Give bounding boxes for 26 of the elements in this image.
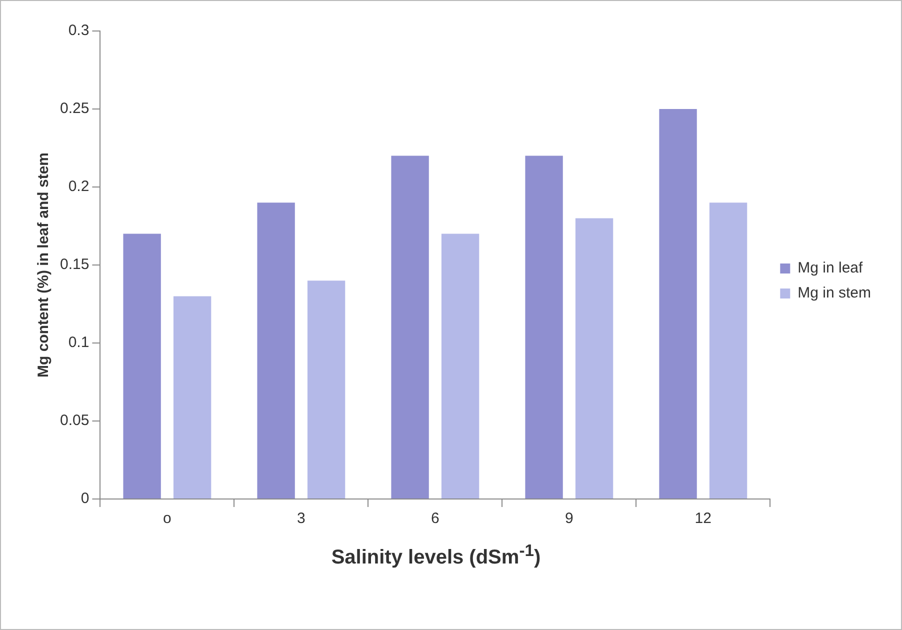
bar (709, 202, 748, 498)
x-tick-label: o (163, 510, 172, 528)
x-tick-label: 6 (431, 510, 440, 528)
legend-label: Mg in stem (798, 284, 872, 302)
bar (525, 156, 563, 498)
bar (441, 234, 480, 498)
x-axis-title: Salinity levels (dSm$^{-1}$) (330, 541, 542, 570)
bar (123, 234, 161, 498)
bar (307, 280, 346, 498)
bar (257, 202, 295, 498)
y-tick-label: 0.25 (60, 100, 90, 118)
bar (391, 156, 429, 498)
y-axis-title: Mg content (%) in leaf and stem (35, 152, 52, 378)
bar (575, 218, 614, 498)
y-tick-label: 0.15 (60, 256, 90, 274)
bar (173, 296, 212, 498)
legend-label: Mg in leaf (798, 260, 864, 277)
y-tick-label: 0.05 (60, 412, 90, 430)
x-tick-label: 9 (564, 510, 574, 528)
y-tick-label: 0.1 (68, 334, 90, 352)
x-tick-label: 12 (694, 510, 712, 528)
bar (659, 109, 697, 498)
x-tick-label: 3 (297, 510, 306, 528)
y-tick-label: 0.2 (68, 178, 90, 196)
y-tick-label: 0.3 (68, 22, 90, 40)
y-tick-label: 0 (80, 490, 90, 508)
